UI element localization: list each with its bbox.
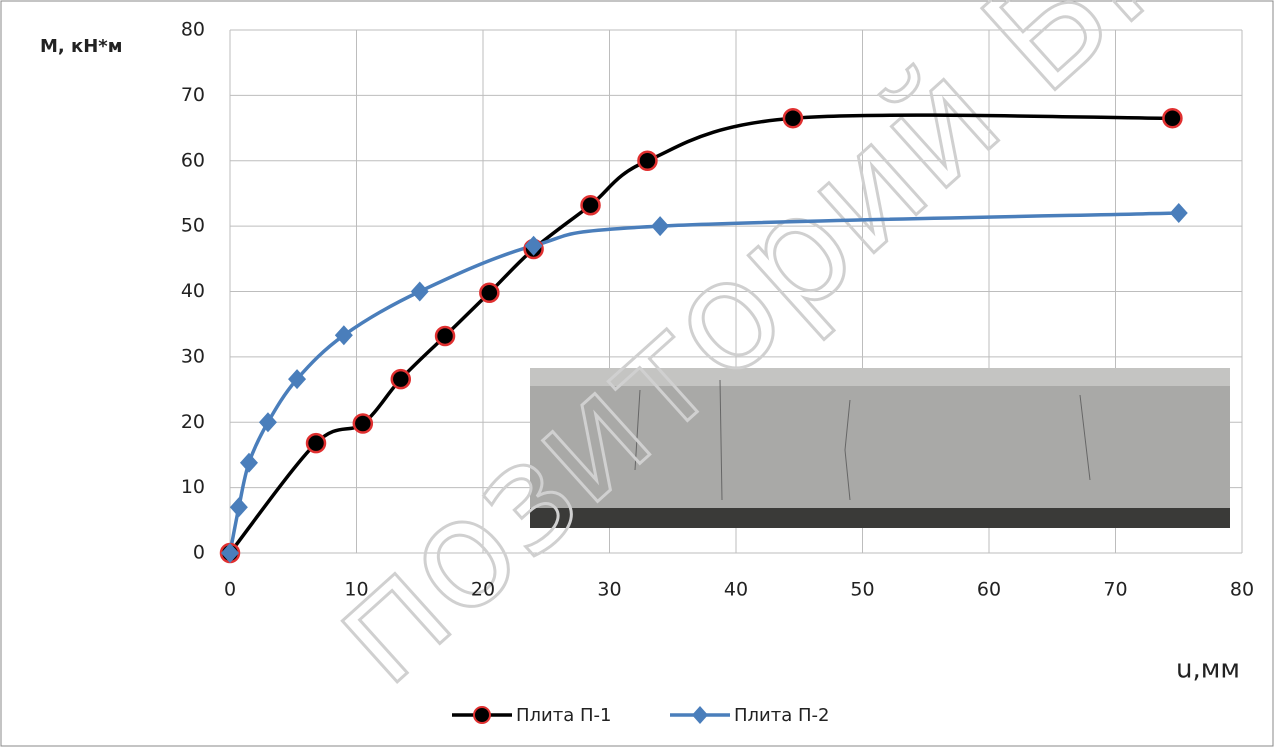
marker	[524, 235, 543, 256]
marker	[390, 368, 412, 390]
marker	[258, 412, 277, 433]
photo-inset	[530, 368, 1230, 528]
photo-top	[530, 368, 1230, 386]
marker	[221, 543, 239, 563]
y-tick-label: 50	[181, 215, 205, 237]
marker	[239, 452, 258, 473]
marker	[637, 150, 658, 171]
y-tick-label: 70	[181, 84, 205, 106]
y-tick-label: 40	[181, 280, 205, 302]
x-tick-label: 50	[850, 579, 874, 601]
x-tick-label: 60	[977, 579, 1001, 601]
marker	[651, 216, 670, 237]
x-tick-label: 20	[471, 579, 495, 601]
legend-marker	[473, 706, 491, 724]
marker	[580, 194, 601, 216]
marker	[434, 325, 456, 347]
marker	[1162, 108, 1183, 129]
x-tick-label: 10	[344, 579, 368, 601]
y-axis-label: М, кН*м	[40, 36, 122, 57]
marker	[334, 325, 353, 346]
x-tick-label: 40	[724, 579, 748, 601]
marker	[288, 369, 307, 390]
y-tick-label: 20	[181, 411, 205, 433]
x-axis-label: u,мм	[1176, 655, 1240, 685]
y-tick-label: 30	[181, 345, 205, 367]
y-tick-label: 10	[181, 476, 205, 498]
photo-bottom	[530, 508, 1230, 528]
x-tick-label: 30	[597, 579, 621, 601]
y-tick-label: 0	[193, 542, 205, 564]
marker	[305, 432, 327, 454]
marker	[229, 497, 248, 518]
x-tick-label: 70	[1103, 579, 1127, 601]
legend-marker	[692, 706, 708, 724]
marker	[352, 413, 374, 434]
legend-label: Плита П-2	[734, 705, 829, 726]
marker	[782, 108, 804, 129]
marker	[410, 281, 429, 302]
y-tick-label: 80	[181, 19, 205, 41]
marker	[479, 282, 500, 304]
x-tick-label: 0	[224, 579, 236, 601]
marker	[1169, 203, 1188, 224]
photo-cracks	[634, 379, 1091, 501]
legend-label: Плита П-1	[516, 705, 611, 726]
y-tick-label: 60	[181, 149, 205, 171]
x-tick-label: 80	[1230, 579, 1254, 601]
